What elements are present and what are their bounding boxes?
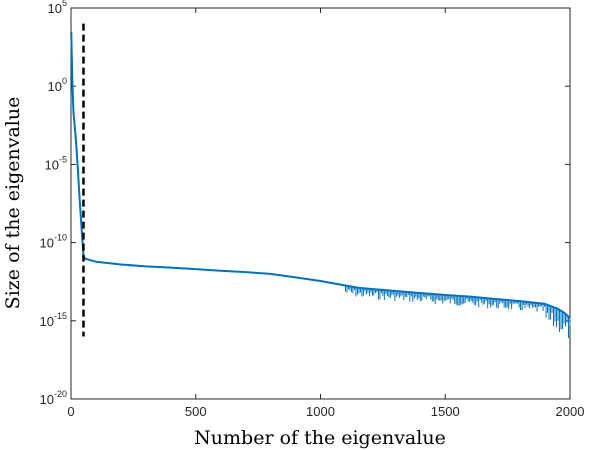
x-axis-title: Number of the eigenvalue [194, 427, 446, 449]
y-tick-label: 10-5 [45, 154, 67, 172]
y-tick-label: 10-10 [40, 233, 67, 251]
plot-area [70, 7, 571, 400]
x-tick-label: 0 [67, 404, 74, 419]
x-tick-label: 500 [185, 404, 207, 419]
y-tick-label: 10-20 [40, 389, 67, 407]
y-tick-label: 100 [48, 76, 67, 94]
x-tick-label: 1000 [306, 404, 335, 419]
y-axis-title: Size of the eigenvalue [2, 97, 24, 310]
x-tick-label: 2000 [556, 404, 585, 419]
x-tick-label: 1500 [431, 404, 460, 419]
y-tick-label: 10-15 [40, 311, 67, 329]
series-group [70, 23, 571, 339]
y-tick-label: 105 [48, 0, 67, 16]
